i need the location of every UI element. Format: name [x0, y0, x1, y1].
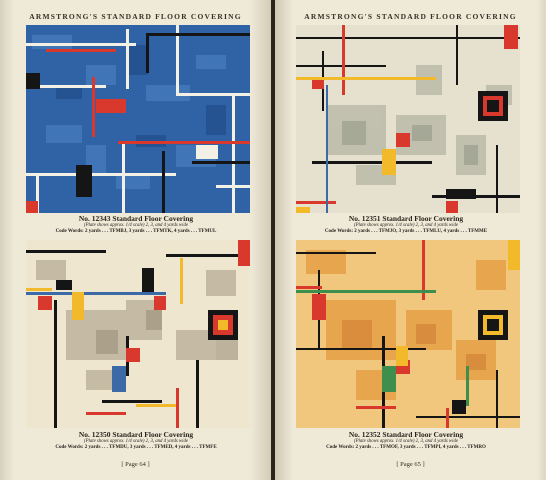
running-head: ARMSTRONG'S STANDARD FLOOR COVERING [29, 12, 242, 21]
plate-code-words: Code Words: 2 yards . . . TFMBJ, 3 yards… [55, 229, 217, 234]
page-number: [ Page 65 ] [396, 461, 425, 468]
plate-pattern-12351 [296, 25, 520, 213]
page-number: [ Page 64 ] [121, 461, 150, 468]
plate-title: No. 12343 Standard Floor Covering [78, 214, 194, 223]
right-page: ARMSTRONG'S STANDARD FLOOR COVERING [275, 0, 546, 480]
floor-covering-plate-12350 [26, 240, 250, 428]
plate-scale-note: (Plate shows approx. 1/4 scale) 2, 3, an… [354, 223, 458, 228]
floor-covering-plate-12351 [296, 25, 520, 213]
plate-title: No. 12351 Standard Floor Covering [348, 214, 464, 223]
running-head: ARMSTRONG'S STANDARD FLOOR COVERING [304, 12, 517, 21]
plate-caption-12351: No. 12351 Standard Floor Covering (Plate… [291, 214, 521, 235]
left-page: ARMSTRONG'S STANDARD FLOOR COVERING [0, 0, 271, 480]
plate-scale-note: (Plate shows approx. 1/4 scale) 2, 3, an… [84, 223, 188, 228]
plate-scale-note: (Plate shows approx. 1/4 scale) 2, 3, an… [354, 439, 458, 444]
plate-caption-12350: No. 12350 Standard Floor Covering (Plate… [21, 430, 251, 451]
plate-code-words: Code Words: 2 yards . . . TFMOF, 3 yards… [326, 445, 486, 450]
floor-covering-plate-12352 [296, 240, 520, 428]
plate-caption-12352: No. 12352 Standard Floor Covering (Plate… [291, 430, 521, 451]
plate-pattern-12352 [296, 240, 520, 428]
plate-pattern-12343 [26, 25, 250, 213]
plate-pattern-12350 [26, 240, 250, 428]
plate-code-words: Code Words: 2 yards . . . TFMDU, 3 yards… [55, 445, 217, 450]
floor-covering-plate-12343 [26, 25, 250, 213]
plate-title: No. 12352 Standard Floor Covering [348, 430, 464, 439]
plate-scale-note: (Plate shows approx. 1/4 scale) 2, 3, an… [84, 439, 188, 444]
plate-caption-12343: No. 12343 Standard Floor Covering (Plate… [21, 214, 251, 235]
plate-code-words: Code Words: 2 yards . . . TFMJO, 3 yards… [324, 229, 488, 234]
plate-title: No. 12350 Standard Floor Covering [78, 430, 194, 439]
book-gutter [271, 0, 275, 480]
